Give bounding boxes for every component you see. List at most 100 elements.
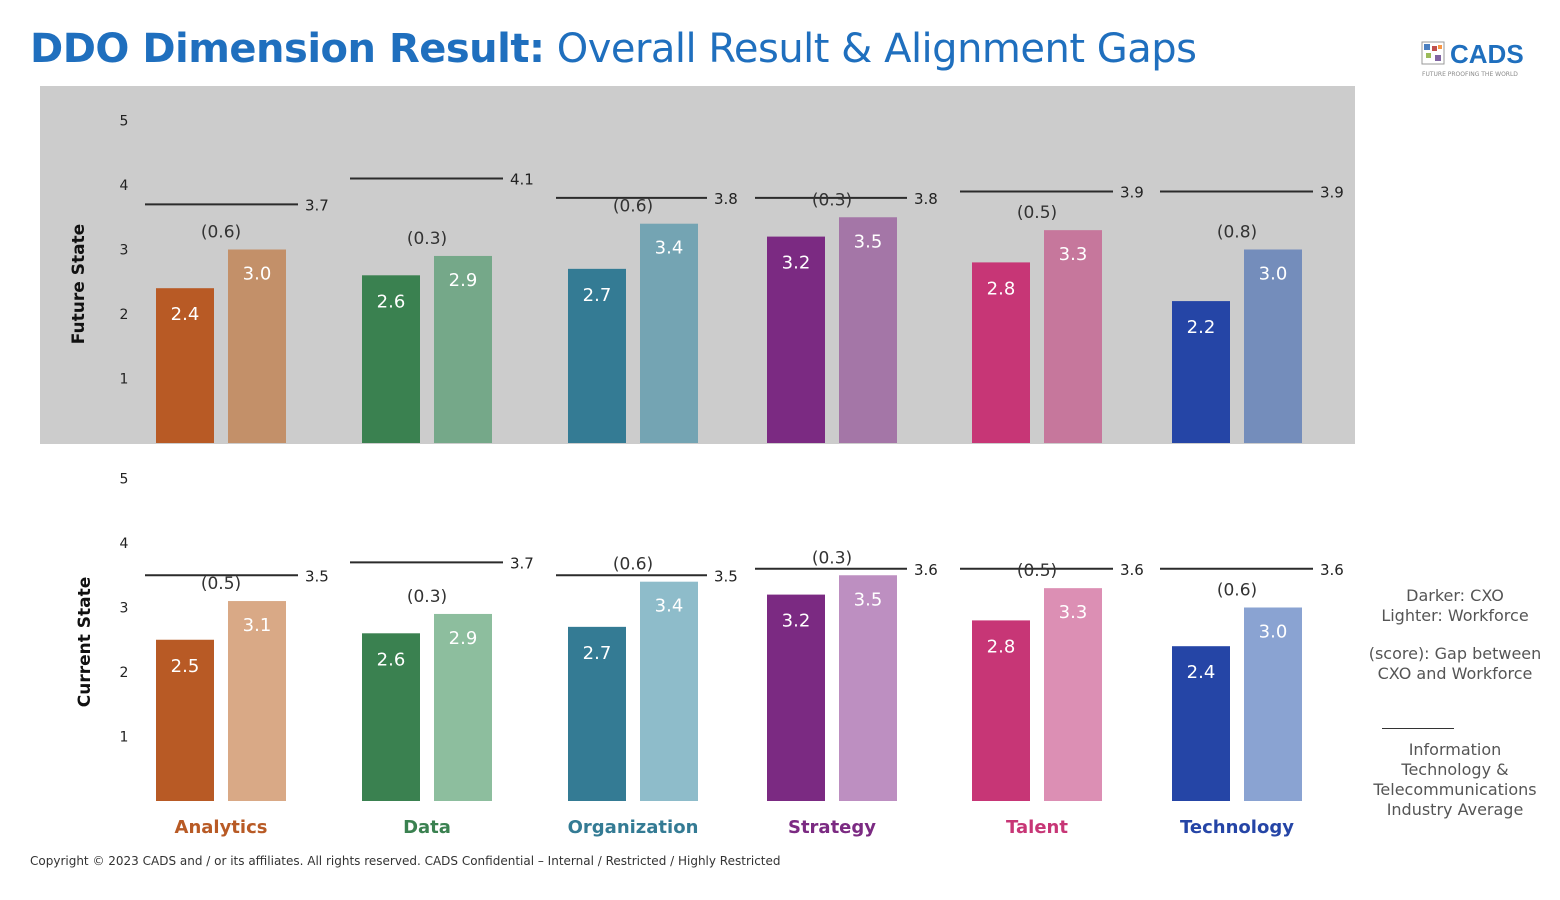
bar-value-label: 3.5 <box>854 589 883 610</box>
gap-label: (0.8) <box>1217 223 1257 243</box>
bar-workforce <box>228 601 286 801</box>
y-axis-label: Current State <box>75 577 95 708</box>
y-axis-label: Future State <box>69 224 89 344</box>
y-tick-label: 2 <box>120 307 129 323</box>
bar-value-label: 3.2 <box>782 611 811 632</box>
legend-average-text: Information Technology & Telecommunicati… <box>1373 740 1537 819</box>
industry-average-label: 3.8 <box>914 190 938 208</box>
bar-value-label: 3.4 <box>655 596 684 617</box>
bar-cxo <box>767 594 825 801</box>
bar-cxo <box>767 236 825 443</box>
bar-value-label: 3.3 <box>1059 602 1088 623</box>
x-category-label: Strategy <box>788 817 876 838</box>
title-bold: DDO Dimension Result: <box>30 26 545 72</box>
x-category-label: Data <box>403 817 451 838</box>
bar-value-label: 2.9 <box>449 628 478 649</box>
gap-label: (0.3) <box>407 587 447 607</box>
bar-cxo <box>362 275 420 443</box>
gap-label: (0.5) <box>1017 561 1057 581</box>
bar-workforce <box>1044 588 1102 801</box>
industry-average-label: 3.8 <box>714 190 738 208</box>
gap-label: (0.6) <box>1217 581 1257 601</box>
bar-cxo <box>568 268 626 443</box>
bar-value-label: 3.4 <box>655 238 684 259</box>
legend-average-line <box>1382 728 1454 729</box>
title-rest: Overall Result & Alignment Gaps <box>556 26 1197 72</box>
x-category-label: Analytics <box>175 817 268 838</box>
industry-average-label: 3.7 <box>305 196 329 214</box>
industry-average-label: 3.5 <box>714 567 738 585</box>
legend-gap: (score): Gap between CXO and Workforce <box>1368 644 1542 683</box>
logo-name: CADS <box>1450 39 1524 69</box>
bar-value-label: 2.8 <box>987 278 1016 299</box>
y-tick-label: 4 <box>120 178 129 194</box>
bar-value-label: 3.0 <box>243 264 272 285</box>
bar-value-label: 3.3 <box>1059 244 1088 265</box>
legend-darker: Darker: CXO <box>1406 586 1504 605</box>
y-tick-label: 3 <box>120 601 129 617</box>
bar-cxo <box>972 620 1030 801</box>
bar-cxo <box>156 288 214 443</box>
industry-average-label: 3.6 <box>1120 561 1144 579</box>
bar-cxo <box>972 262 1030 443</box>
gap-label: (0.5) <box>1017 203 1057 223</box>
gap-label: (0.3) <box>407 229 447 249</box>
bar-value-label: 3.2 <box>782 253 811 274</box>
x-category-label: Talent <box>1006 817 1068 838</box>
y-tick-label: 1 <box>120 730 129 746</box>
x-category-label: Technology <box>1180 817 1294 838</box>
industry-average-label: 3.9 <box>1120 183 1144 201</box>
bar-value-label: 2.7 <box>583 285 612 306</box>
bar-workforce <box>1244 249 1302 443</box>
bar-workforce <box>839 575 897 801</box>
gap-label: (0.6) <box>613 197 653 217</box>
x-category-label: Organization <box>568 817 699 838</box>
logo-tagline: FUTURE PROOFING THE WORLD <box>1422 71 1518 78</box>
logo-mark-icon <box>1421 41 1445 65</box>
bar-cxo <box>1172 301 1230 443</box>
y-tick-label: 4 <box>120 536 129 552</box>
bar-workforce <box>640 581 698 801</box>
industry-average-label: 3.6 <box>914 561 938 579</box>
bar-value-label: 2.9 <box>449 270 478 291</box>
gap-label: (0.6) <box>201 223 241 243</box>
gap-label: (0.6) <box>613 555 653 575</box>
gap-label: (0.3) <box>812 190 852 210</box>
bar-value-label: 3.5 <box>854 231 883 252</box>
bar-cxo <box>362 633 420 801</box>
chart-legend: Darker: CXO Lighter: Workforce (score): … <box>1368 586 1542 820</box>
bar-value-label: 2.5 <box>171 656 200 677</box>
y-tick-label: 2 <box>120 665 129 681</box>
page-title: DDO Dimension Result: Overall Result & A… <box>30 26 1197 72</box>
industry-average-label: 3.5 <box>305 567 329 585</box>
bar-workforce <box>228 249 286 443</box>
bar-workforce <box>434 255 492 443</box>
legend-average: Information Technology & Telecommunicati… <box>1368 728 1542 820</box>
bar-workforce <box>434 613 492 801</box>
y-tick-label: 5 <box>120 472 129 488</box>
y-tick-label: 1 <box>120 372 129 388</box>
bar-value-label: 3.1 <box>243 615 272 636</box>
bar-value-label: 3.0 <box>1259 622 1288 643</box>
bar-workforce <box>1244 607 1302 801</box>
industry-average-label: 4.1 <box>510 171 534 189</box>
gap-label: (0.5) <box>201 574 241 594</box>
bar-value-label: 2.6 <box>377 649 406 670</box>
bar-cxo <box>1172 646 1230 801</box>
bar-value-label: 2.7 <box>583 643 612 664</box>
bar-workforce <box>839 217 897 443</box>
industry-average-label: 3.6 <box>1320 561 1344 579</box>
bar-value-label: 2.8 <box>987 636 1016 657</box>
legend-lighter: Lighter: Workforce <box>1381 606 1529 625</box>
bar-value-label: 2.4 <box>171 304 200 325</box>
y-tick-label: 5 <box>120 114 129 130</box>
bar-workforce <box>1044 230 1102 443</box>
bar-cxo <box>156 639 214 801</box>
copyright-notice: Copyright © 2023 CADS and / or its affil… <box>30 854 781 868</box>
industry-average-label: 3.9 <box>1320 183 1344 201</box>
bar-value-label: 2.4 <box>1187 662 1216 683</box>
industry-average-label: 3.7 <box>510 554 534 572</box>
gap-label: (0.3) <box>812 548 852 568</box>
bar-value-label: 2.2 <box>1187 317 1216 338</box>
